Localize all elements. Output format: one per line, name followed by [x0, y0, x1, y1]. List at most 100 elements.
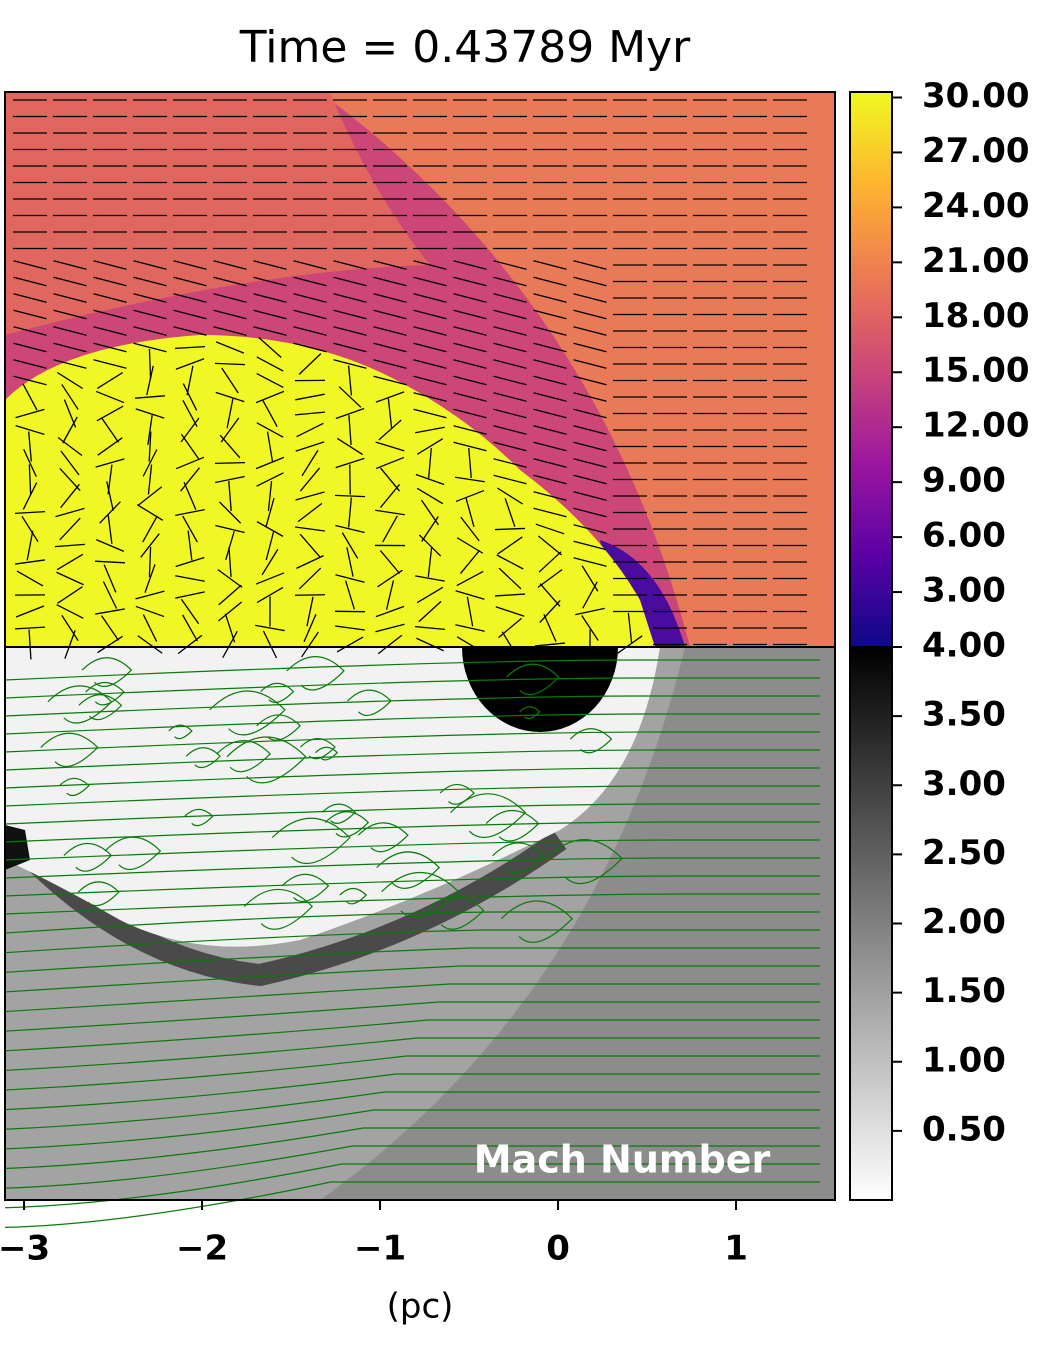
velocity-arrow: [415, 575, 445, 582]
velocity-arrow: [60, 483, 80, 509]
velocity-arrow: [224, 613, 236, 643]
streamline: [4, 785, 820, 807]
velocity-arrow: [375, 623, 405, 633]
velocity-arrow: [498, 567, 522, 590]
velocity-arrow: [55, 507, 85, 518]
streamline: [4, 1037, 820, 1072]
velocity-arrow: [175, 358, 205, 370]
velocity-arrow: [494, 527, 526, 531]
velocity-arrow: [413, 260, 447, 270]
velocity-arrow: [453, 375, 487, 386]
velocity-arrow: [262, 630, 278, 659]
velocity-arrow: [53, 309, 87, 320]
x-tick-label: −2: [176, 1229, 228, 1269]
velocity-arrow: [142, 449, 158, 477]
colorbar: [849, 91, 893, 648]
velocity-arrow: [335, 457, 365, 469]
velocity-arrow: [573, 326, 607, 336]
colorbar-tick-label: 12.00: [922, 406, 1030, 446]
velocity-arrow: [333, 309, 367, 320]
streamline: [168, 724, 193, 740]
velocity-arrow: [56, 371, 84, 390]
velocity-arrow: [504, 498, 516, 527]
velocity-arrow: [498, 617, 522, 639]
velocity-arrow: [217, 601, 243, 622]
streamline: [357, 822, 409, 853]
colorbar-tick-label: 2.00: [922, 902, 1006, 942]
velocity-arrow: [218, 501, 242, 524]
velocity-arrow: [213, 309, 247, 320]
velocity-arrow: [56, 553, 84, 571]
velocity-arrow: [214, 461, 246, 465]
velocity-arrow: [466, 596, 474, 627]
streamline: [59, 777, 90, 797]
velocity-arrow: [53, 359, 87, 369]
velocity-arrow: [533, 458, 567, 468]
velocity-arrow: [293, 342, 327, 353]
velocity-arrow: [493, 441, 527, 452]
streamline: [4, 983, 820, 1013]
velocity-arrow: [375, 441, 405, 452]
velocity-arrow: [418, 600, 442, 623]
velocity-arrow: [95, 390, 125, 404]
velocity-arrow: [533, 392, 567, 402]
velocity-arrow: [535, 523, 565, 535]
velocity-arrow: [415, 426, 445, 434]
velocity-arrow: [333, 260, 367, 270]
streamline: [77, 881, 120, 907]
velocity-arrow: [344, 580, 356, 610]
velocity-arrow: [298, 567, 322, 590]
streamline: [286, 656, 345, 691]
velocity-arrow: [413, 359, 447, 369]
velocity-arrow: [258, 337, 282, 358]
velocity-arrow: [180, 467, 200, 492]
velocity-arrow: [493, 375, 527, 386]
flow-lines: [4, 99, 820, 1228]
velocity-arrow: [379, 550, 401, 574]
velocity-arrow: [28, 431, 32, 462]
velocity-arrow: [336, 437, 364, 456]
velocity-arrow: [137, 486, 163, 506]
velocity-arrow: [219, 434, 241, 459]
colorbar-tick-label: 1.50: [922, 971, 1006, 1011]
velocity-arrow: [56, 571, 84, 586]
streamline: [4, 857, 820, 879]
velocity-arrow: [453, 276, 487, 287]
velocity-arrow: [262, 400, 278, 427]
velocity-arrow: [573, 557, 607, 567]
velocity-arrow: [493, 425, 527, 435]
streamline: [485, 810, 540, 842]
velocity-arrow: [95, 539, 125, 552]
velocity-arrow: [375, 509, 405, 516]
streamline: [78, 694, 123, 721]
velocity-arrow: [296, 555, 324, 569]
velocity-arrow: [373, 359, 407, 369]
velocity-arrow: [413, 293, 447, 303]
velocity-arrow: [54, 543, 86, 548]
velocity-arrow: [573, 540, 607, 551]
velocity-arrow: [333, 342, 367, 353]
velocity-arrow: [413, 392, 447, 402]
streamline: [546, 839, 623, 885]
velocity-arrow: [333, 326, 367, 336]
velocity-arrow: [175, 591, 205, 599]
velocity-arrow: [373, 309, 407, 320]
velocity-arrow: [15, 559, 45, 565]
velocity-arrow: [453, 441, 487, 452]
streamline: [4, 1055, 820, 1091]
velocity-arrow: [213, 276, 247, 287]
velocity-arrow: [133, 309, 167, 320]
velocity-arrow: [228, 546, 232, 578]
velocity-arrow: [468, 447, 472, 479]
velocity-arrow: [493, 276, 527, 287]
velocity-arrow: [533, 276, 567, 287]
velocity-arrow: [265, 530, 275, 561]
ambient: [5, 92, 430, 335]
streamline: [506, 663, 560, 696]
velocity-arrow: [453, 392, 487, 402]
streamline: [381, 871, 460, 918]
velocity-arrow: [96, 371, 124, 390]
colorbar-tick-label: 2.50: [922, 833, 1006, 873]
velocity-arrow: [373, 276, 407, 287]
